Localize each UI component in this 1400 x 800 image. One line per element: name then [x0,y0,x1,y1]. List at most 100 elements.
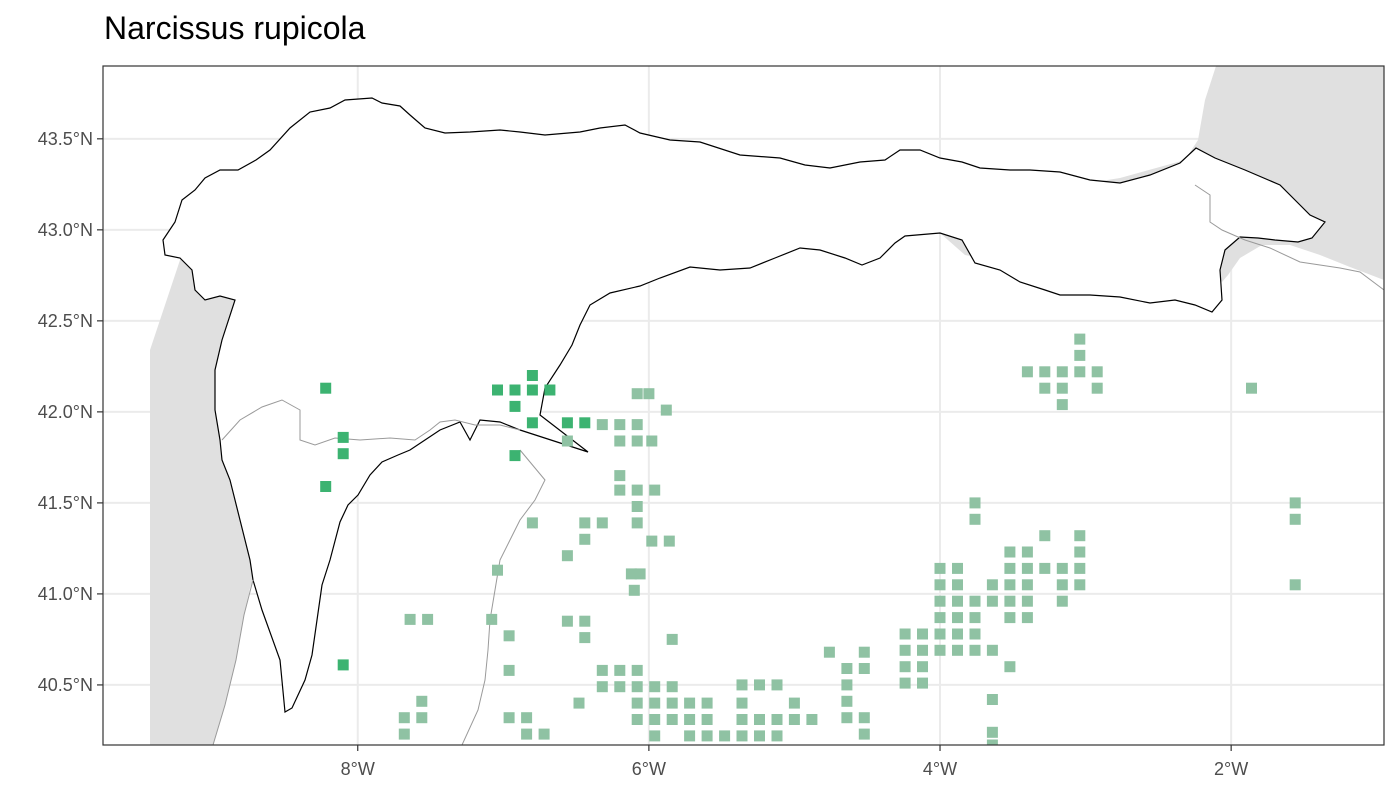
occurrence-point-outside [1056,595,1068,607]
occurrence-point-outside [1039,382,1051,394]
y-tick-label: 41.0°N [38,584,93,604]
occurrence-point-outside [614,419,626,431]
occurrence-point-outside [404,613,416,625]
occurrence-point-inside [579,417,591,429]
occurrence-point-outside [398,728,410,740]
occurrence-point-outside [934,562,946,574]
x-tick-label: 2°W [1214,759,1248,779]
occurrence-point-outside [666,697,678,709]
occurrence-point-outside [631,435,643,447]
occurrence-point-outside [934,628,946,640]
occurrence-point-outside [684,714,696,725]
occurrence-point-outside [952,579,963,591]
occurrence-point-outside [934,644,946,656]
occurrence-point-outside [952,628,963,640]
occurrence-point-outside [858,663,870,674]
occurrence-point-outside [649,484,661,496]
occurrence-point-inside [526,417,538,429]
occurrence-point-inside [337,659,349,671]
occurrence-point-outside [1074,562,1086,574]
x-tick-label: 6°W [632,759,666,779]
occurrence-point-outside [596,681,608,693]
occurrence-point-outside [649,714,661,725]
occurrence-point-outside [1021,546,1033,558]
occurrence-point-outside [1004,595,1016,607]
occurrence-point-inside [561,417,573,429]
occurrence-point-outside [631,664,643,676]
occurrence-point-outside [1039,530,1051,542]
occurrence-point-outside [649,681,661,693]
occurrence-point-outside [486,613,498,625]
occurrence-point-outside [969,513,981,525]
occurrence-point-outside [1074,366,1086,378]
occurrence-point-outside [754,679,765,691]
occurrence-point-outside [666,681,678,693]
occurrence-point-outside [771,714,783,725]
occurrence-point-outside [986,739,998,745]
study-region [162,97,1326,713]
occurrence-point-outside [579,615,591,627]
occurrence-point-outside [701,697,713,709]
occurrence-point-outside [1074,333,1086,345]
occurrence-point-outside [614,681,626,693]
occurrence-point-outside [561,435,573,447]
occurrence-point-outside [1056,579,1068,591]
occurrence-point-outside [561,615,573,627]
occurrence-point-outside [1004,562,1016,574]
occurrence-point-outside [952,644,963,656]
occurrence-point-outside [416,712,428,724]
occurrence-point-outside [969,612,981,624]
occurrence-point-outside [986,579,998,591]
occurrence-point-outside [1004,661,1016,673]
occurrence-point-outside [398,712,410,724]
occurrence-point-outside [596,664,608,676]
occurrence-point-outside [625,568,637,580]
occurrence-point-outside [1021,612,1033,624]
occurrence-point-inside [526,370,538,381]
occurrence-point-outside [1004,579,1016,591]
occurrence-point-outside [1004,612,1016,624]
coast-south-portugal [212,579,254,745]
occurrence-point-inside [320,481,332,492]
occurrence-point-outside [701,714,713,725]
y-tick-label: 41.5°N [38,493,93,513]
occurrence-point-outside [841,695,853,707]
occurrence-point-outside [1021,562,1033,574]
x-tick-label: 8°W [341,759,375,779]
occurrence-point-inside [320,382,332,394]
occurrence-point-outside [1091,366,1103,378]
occurrence-point-outside [934,579,946,591]
occurrence-point-outside [492,564,503,576]
occurrence-point-outside [666,714,678,725]
occurrence-point-outside [416,695,428,707]
occurrence-point-outside [1056,399,1068,411]
occurrence-point-outside [788,714,800,725]
occurrence-point-outside [579,517,591,529]
occurrence-point-outside [631,501,643,512]
occurrence-point-outside [526,517,538,529]
y-tick-label: 40.5°N [38,675,93,695]
occurrence-point-outside [841,679,853,691]
occurrence-point-outside [596,419,608,431]
occurrence-point-outside [899,628,911,640]
map-title: Narcissus rupicola [104,10,366,46]
occurrence-point-outside [1056,562,1068,574]
occurrence-point-outside [969,595,981,607]
occurrence-point-outside [649,730,661,742]
occurrence-point-outside [952,612,963,624]
occurrence-point-outside [1246,382,1257,394]
occurrence-point-outside [1021,595,1033,607]
occurrence-point-outside [631,517,643,529]
y-tick-label: 43.0°N [38,220,93,240]
occurrence-point-outside [643,388,655,400]
occurrence-point-outside [736,679,748,691]
occurrence-point-outside [631,419,643,431]
occurrence-point-outside [614,470,626,482]
occurrence-point-outside [628,584,640,596]
occurrence-point-outside [1021,579,1033,591]
occurrence-point-outside [736,714,748,725]
occurrence-point-outside [684,697,696,709]
occurrence-point-outside [806,714,818,725]
occurrence-point-outside [736,697,748,709]
